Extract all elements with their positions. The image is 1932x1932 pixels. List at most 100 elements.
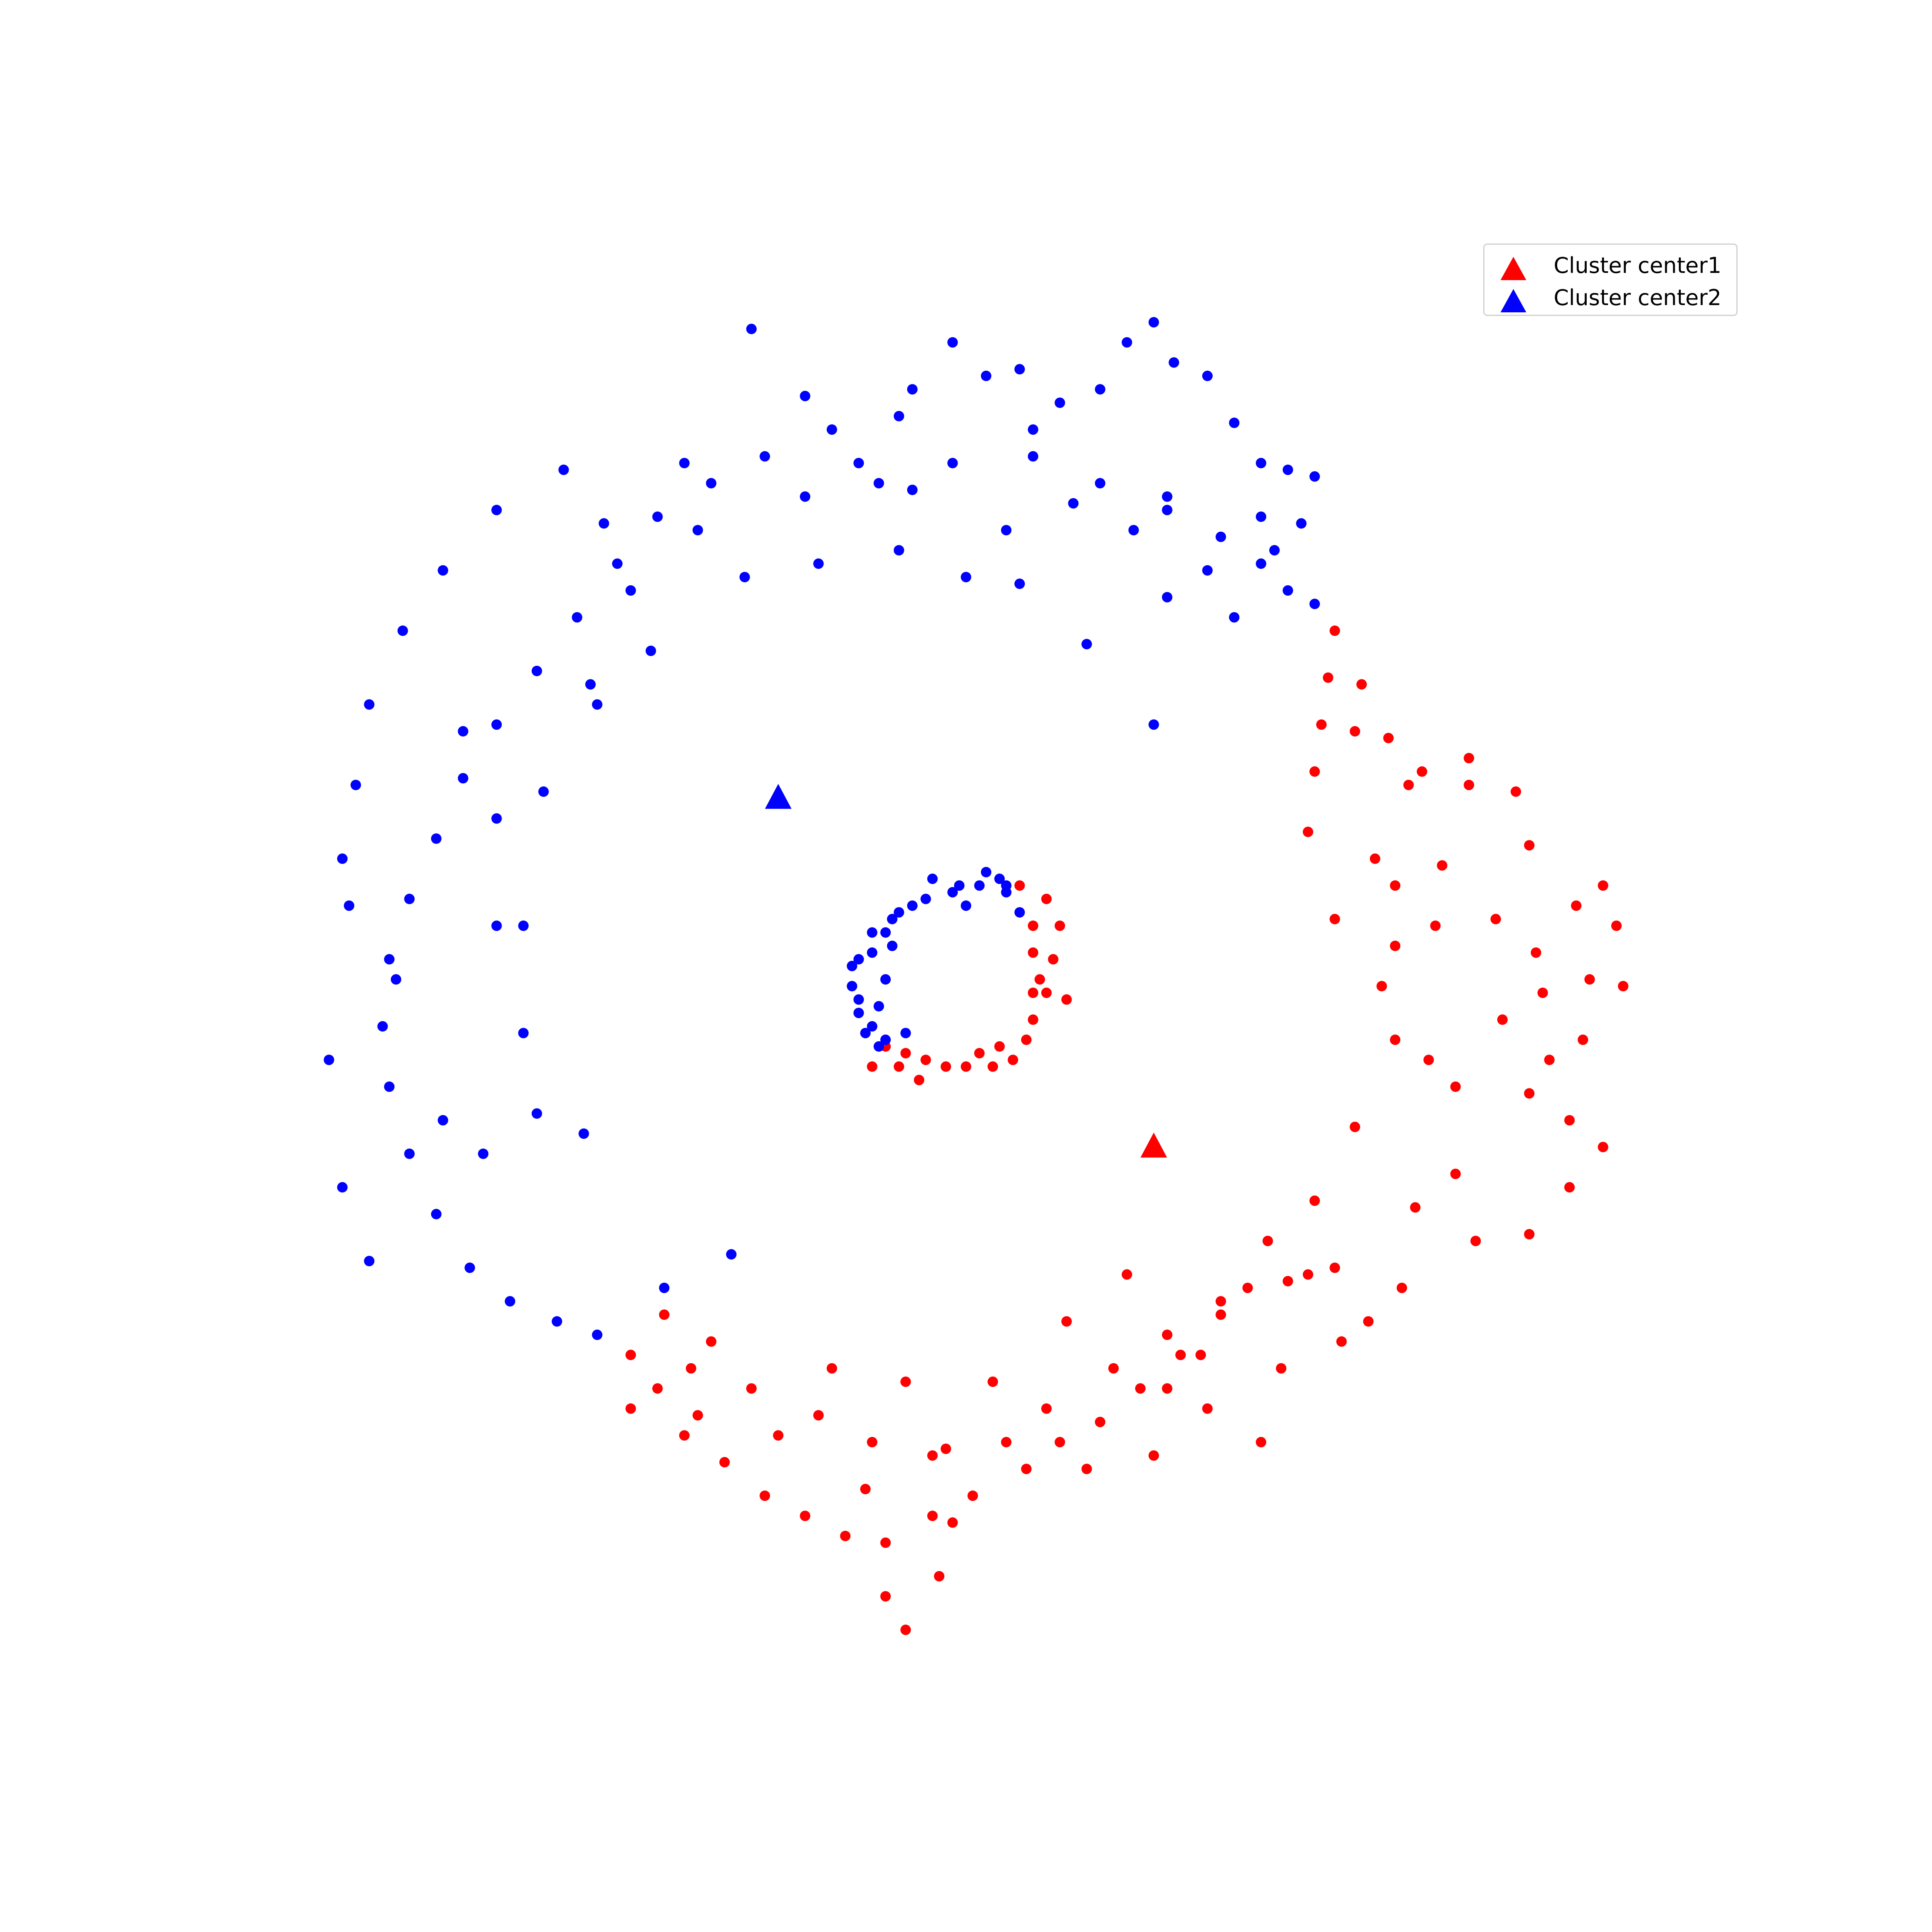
data-point — [894, 907, 904, 918]
data-point — [961, 900, 971, 911]
data-point — [773, 1430, 784, 1441]
data-point — [994, 873, 1005, 884]
data-point — [1216, 1296, 1226, 1307]
data-point — [1437, 860, 1447, 871]
data-point — [592, 1329, 603, 1340]
data-point — [907, 900, 918, 911]
data-point — [646, 646, 656, 656]
data-point — [431, 1209, 442, 1220]
data-point — [390, 974, 401, 985]
data-point — [947, 887, 958, 898]
data-point — [1028, 947, 1038, 958]
data-point — [1001, 1437, 1011, 1447]
data-point — [1463, 780, 1474, 791]
data-point — [1202, 1403, 1213, 1414]
data-point — [880, 927, 891, 938]
data-point — [679, 1430, 690, 1441]
data-point — [572, 612, 582, 623]
data-point — [914, 1075, 925, 1086]
data-point — [1135, 1383, 1146, 1394]
data-point — [800, 1511, 811, 1521]
data-point — [1007, 1055, 1018, 1065]
data-point — [692, 1410, 703, 1421]
data-point — [853, 994, 864, 1005]
data-point — [1302, 1269, 1313, 1280]
data-point — [1309, 766, 1320, 777]
data-point — [994, 1041, 1005, 1052]
data-point — [1028, 921, 1038, 931]
data-point — [1229, 417, 1240, 428]
data-point — [1350, 726, 1360, 737]
data-point — [652, 511, 663, 522]
data-point — [1511, 786, 1521, 797]
data-point — [659, 1309, 670, 1320]
data-point — [961, 572, 971, 582]
data-point — [867, 1437, 877, 1447]
data-point — [1282, 585, 1293, 596]
data-point — [813, 1410, 824, 1421]
data-point — [1490, 914, 1501, 925]
data-point — [1041, 894, 1052, 904]
data-point — [927, 1450, 938, 1461]
data-point — [1524, 1229, 1535, 1240]
data-point — [846, 961, 857, 971]
data-point — [927, 1511, 938, 1521]
data-point — [853, 954, 864, 965]
data-point — [1383, 733, 1394, 743]
data-point — [974, 1048, 985, 1059]
data-point — [344, 900, 355, 911]
data-point — [1202, 370, 1213, 381]
data-point — [1329, 625, 1340, 636]
data-point — [1028, 424, 1038, 435]
data-point — [706, 1336, 716, 1347]
data-point — [1256, 458, 1266, 469]
data-point — [1531, 947, 1542, 958]
data-point — [1202, 565, 1213, 576]
data-point — [364, 1256, 375, 1266]
data-point — [873, 1041, 884, 1052]
data-points — [324, 317, 1629, 1635]
data-point — [1370, 853, 1381, 864]
data-point — [1055, 1437, 1065, 1447]
data-point — [538, 786, 549, 797]
data-point — [364, 699, 375, 710]
data-point — [1598, 1141, 1608, 1152]
triangle-icon — [1501, 289, 1526, 312]
data-point — [1309, 471, 1320, 482]
data-point — [746, 1383, 757, 1394]
data-point — [1296, 518, 1307, 529]
data-point — [853, 458, 864, 469]
data-point — [1162, 1383, 1172, 1394]
data-point — [1564, 1115, 1575, 1126]
data-point — [1034, 974, 1045, 985]
data-point — [873, 478, 884, 489]
data-point — [1390, 941, 1401, 951]
data-point — [1041, 1403, 1052, 1414]
data-point — [1329, 914, 1340, 925]
data-point — [464, 1262, 475, 1273]
data-point — [438, 565, 448, 576]
data-point — [934, 1571, 945, 1582]
data-point — [1564, 1182, 1575, 1193]
data-point — [1242, 1282, 1253, 1293]
data-point — [1269, 545, 1280, 556]
data-point — [1463, 753, 1474, 764]
data-point — [927, 873, 938, 884]
data-point — [625, 585, 636, 596]
data-point — [974, 880, 985, 891]
data-point — [1148, 719, 1159, 730]
data-point — [625, 1403, 636, 1414]
data-point — [1014, 880, 1025, 891]
data-point — [1256, 511, 1266, 522]
data-point — [967, 1490, 978, 1501]
cluster-centers — [765, 784, 1167, 1158]
data-point — [685, 1363, 696, 1374]
data-point — [706, 478, 716, 489]
data-point — [1329, 1262, 1340, 1273]
data-point — [900, 1048, 911, 1059]
data-point — [1021, 1034, 1032, 1045]
data-point — [592, 699, 603, 710]
data-point — [384, 1081, 395, 1092]
data-point — [800, 390, 811, 401]
data-point — [397, 625, 408, 636]
